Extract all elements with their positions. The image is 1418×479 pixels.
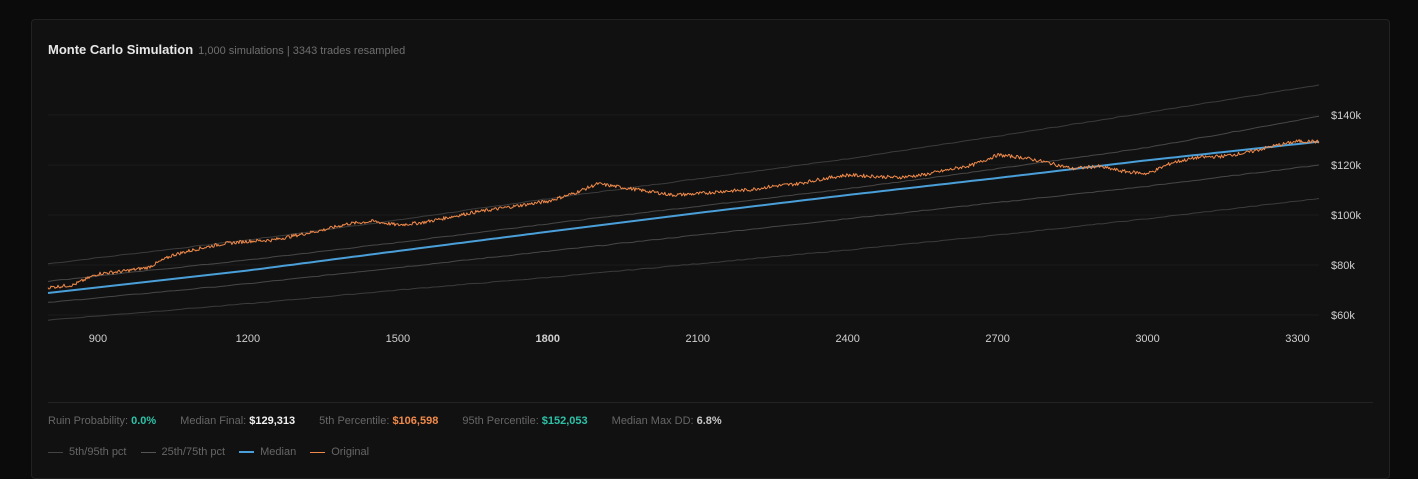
legend-swatch-original xyxy=(310,451,326,453)
legend-swatch-5-95 xyxy=(48,451,63,453)
legend-item-median[interactable]: Median xyxy=(239,446,296,458)
legend-label: Median xyxy=(260,446,297,458)
stat-label: 95th Percentile: xyxy=(462,415,539,427)
series-line-p95 xyxy=(47,84,1320,265)
legend-item-25-75[interactable]: 25th/75th pct xyxy=(140,446,226,458)
series-line-p75 xyxy=(47,115,1320,282)
stat-label: 5th Percentile: xyxy=(319,415,390,427)
series-line-p25 xyxy=(47,164,1320,303)
y-tick-label: $140k xyxy=(1331,110,1361,122)
divider xyxy=(48,402,1373,403)
y-tick-label: $60k xyxy=(1331,310,1355,322)
y-tick-label: $100k xyxy=(1331,210,1361,222)
x-tick-label: 2100 xyxy=(686,333,710,345)
chart-header: Monte Carlo Simulation 1,000 simulations… xyxy=(48,42,405,57)
stat-median-max-dd: Median Max DD: 6.8% xyxy=(612,415,722,427)
stat-label: Median Max DD: xyxy=(611,415,694,427)
stat-95th-percentile: 95th Percentile: $152,053 xyxy=(462,415,587,427)
stat-value: 0.0% xyxy=(131,415,157,427)
legend-label: 5th/95th pct xyxy=(69,446,127,458)
x-tick-label: 1200 xyxy=(236,333,260,345)
monte-carlo-panel: Monte Carlo Simulation 1,000 simulations… xyxy=(31,19,1390,479)
legend-label: Original xyxy=(331,446,370,458)
stats-row: Ruin Probability: 0.0% Median Final: $129,… xyxy=(48,415,722,427)
series-line-p5 xyxy=(47,198,1320,321)
y-tick-label: $80k xyxy=(1331,260,1355,272)
chart-title: Monte Carlo Simulation xyxy=(48,42,194,57)
legend-label: 25th/75th pct xyxy=(161,446,226,458)
stat-value: 6.8% xyxy=(696,415,722,427)
legend-item-5-95[interactable]: 5th/95th pct xyxy=(48,446,127,458)
stat-value: $152,053 xyxy=(541,415,588,427)
stat-ruin-probability: Ruin Probability: 0.0% xyxy=(48,415,156,427)
series-line-median xyxy=(47,140,1320,294)
monte-carlo-chart: $60k $80k $100k $120k $140k 900 1200 1500 1800 21… xyxy=(47,84,1361,345)
stat-median-final: Median Final: $129,313 xyxy=(180,415,295,427)
legend-item-original[interactable]: Original xyxy=(310,446,369,458)
series-line-original xyxy=(47,139,1320,290)
chart-legend: 5th/95th pct 25th/75th pct Median Origin… xyxy=(48,446,369,458)
stat-label: Ruin Probability: xyxy=(48,415,129,427)
x-tick-label: 2700 xyxy=(985,333,1009,345)
x-tick-label: 1500 xyxy=(386,333,410,345)
x-tick-label: 3300 xyxy=(1285,333,1309,345)
x-tick-label: 3000 xyxy=(1135,333,1159,345)
stat-value: $129,313 xyxy=(249,415,296,427)
x-tick-label: 2400 xyxy=(835,333,859,345)
chart-subtitle: 1,000 simulations | 3343 trades resample… xyxy=(198,45,406,57)
legend-swatch-25-75 xyxy=(140,451,156,453)
stat-5th-percentile: 5th Percentile: $106,598 xyxy=(319,415,438,427)
legend-swatch-median xyxy=(239,451,255,453)
stat-value: $106,598 xyxy=(392,415,439,427)
x-tick-label: 1800 xyxy=(536,333,560,345)
x-tick-label: 900 xyxy=(89,333,107,345)
y-tick-label: $120k xyxy=(1331,160,1361,172)
stat-label: Median Final: xyxy=(180,415,247,427)
